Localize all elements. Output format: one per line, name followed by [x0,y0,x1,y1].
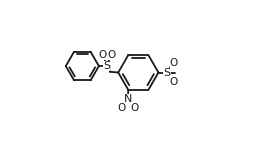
Text: O: O [130,103,138,113]
Text: S: S [164,68,171,77]
Text: O: O [107,50,115,60]
Text: O: O [99,50,107,60]
Text: O: O [170,58,178,68]
Text: O: O [170,77,178,87]
Text: S: S [103,61,110,71]
Text: O: O [117,103,125,113]
Text: N: N [123,94,132,104]
